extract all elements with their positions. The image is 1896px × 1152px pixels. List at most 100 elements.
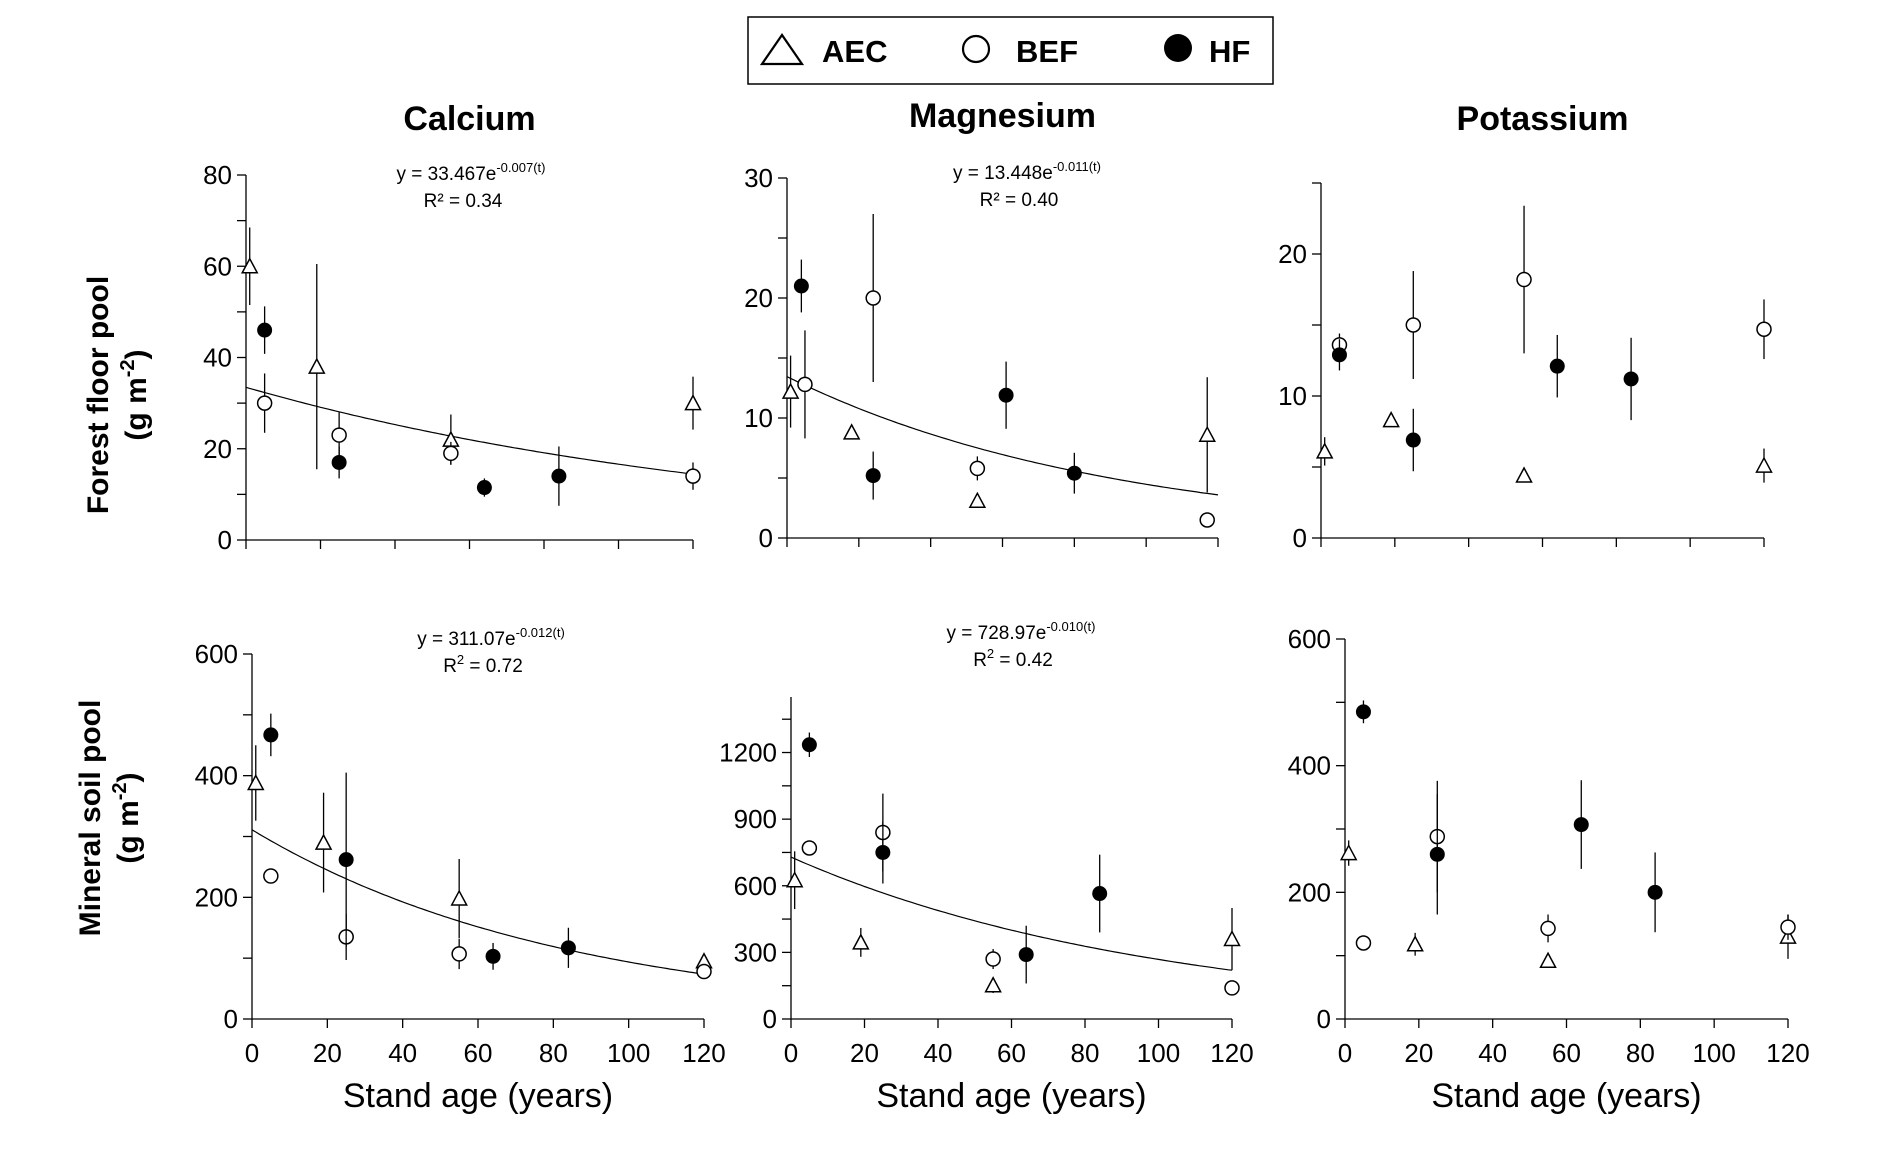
point-aec xyxy=(1198,425,1216,443)
point-hf xyxy=(1092,886,1108,902)
point-aec xyxy=(984,976,1002,993)
point-bef xyxy=(1780,919,1796,935)
point-bef xyxy=(685,468,701,484)
legend-label-bef: BEF xyxy=(1016,34,1078,69)
y-tick-label: 200 xyxy=(195,882,238,912)
y-tick-label: 0 xyxy=(759,523,773,553)
series-hf xyxy=(1355,700,1663,933)
point-hf xyxy=(560,940,576,956)
y-tick-label: 40 xyxy=(203,343,232,373)
x-axis-label: Stand age (years) xyxy=(343,1077,613,1115)
series-bef xyxy=(797,214,1215,528)
x-tick-label: 100 xyxy=(1692,1038,1735,1068)
point-hf xyxy=(1549,358,1565,374)
y-tick-label: 30 xyxy=(744,163,773,193)
x-tick-label: 100 xyxy=(1137,1038,1180,1068)
point-aec xyxy=(1406,935,1424,952)
point-hf xyxy=(257,322,273,338)
y-tick-label: 0 xyxy=(763,1004,777,1034)
axes xyxy=(778,177,1219,547)
point-hf xyxy=(1405,432,1421,448)
y-tick-label: 900 xyxy=(734,804,777,834)
point-hf xyxy=(331,454,347,470)
point-aec xyxy=(1755,456,1773,473)
x-tick-label: 20 xyxy=(313,1038,342,1068)
axes xyxy=(243,653,705,1028)
x-tick-label: 100 xyxy=(607,1038,650,1068)
x-tick-label: 0 xyxy=(784,1038,798,1068)
point-aec xyxy=(240,257,259,274)
point-hf xyxy=(551,468,567,484)
point-hf xyxy=(263,727,279,743)
point-hf xyxy=(485,948,501,964)
row-label-mineral-soil-line1: Mineral soil pool xyxy=(74,700,107,937)
panels: 0 20 40 60 80 Calcium y = 33.467e-0.007(t) R² =… xyxy=(195,97,1810,1115)
x-tick-label: 120 xyxy=(1766,1038,1809,1068)
x-axis-label: Stand age (years) xyxy=(1431,1077,1701,1115)
fit-curve xyxy=(786,376,1219,496)
series-aec xyxy=(1315,411,1773,483)
point-aec xyxy=(968,491,987,509)
point-aec xyxy=(1339,843,1358,861)
y-tick-label: 20 xyxy=(1278,239,1307,269)
y-tick-label: 0 xyxy=(224,1004,238,1034)
point-aec xyxy=(785,871,804,888)
fit-equation: y = 311.07e-0.012(t) xyxy=(417,625,565,650)
y-tick-label: 600 xyxy=(195,639,238,669)
panel-2: 0 10 20 30 Magnesium y = 13.448e-0.011(t) R² =… xyxy=(744,97,1219,553)
axes xyxy=(1336,638,1789,1028)
y-tick-label: 300 xyxy=(734,937,777,967)
point-aec xyxy=(1539,951,1557,968)
x-tick-label: 20 xyxy=(1404,1038,1433,1068)
point-aec xyxy=(308,357,326,374)
point-bef xyxy=(263,868,279,884)
series-hf xyxy=(793,259,1082,500)
point-hf xyxy=(865,468,881,484)
y-tick-label: 600 xyxy=(734,871,777,901)
row-label-mineral-soil-line2: (g m-2) xyxy=(109,772,145,863)
fit-r-squared: R² = 0.34 xyxy=(424,191,503,212)
point-bef xyxy=(331,427,347,443)
x-tick-label: 40 xyxy=(1478,1038,1507,1068)
x-tick-label: 0 xyxy=(1338,1038,1352,1068)
x-tick-label: 20 xyxy=(850,1038,879,1068)
y-tick-label: 0 xyxy=(218,525,232,555)
series-aec xyxy=(1339,840,1797,968)
y-tick-label: 10 xyxy=(1278,381,1307,411)
point-bef xyxy=(256,395,273,411)
point-aec xyxy=(1223,929,1241,947)
point-aec xyxy=(684,394,702,411)
legend-open-circle-marker xyxy=(961,34,991,64)
point-hf xyxy=(793,278,809,294)
y-tick-label: 1200 xyxy=(719,738,777,768)
point-hf xyxy=(1331,347,1347,363)
panel-5: 0 300 600 900 1200 0 20 40 60 80 100 120 Stand age (… xyxy=(719,619,1254,1115)
y-tick-label: 20 xyxy=(744,283,773,313)
series-bef xyxy=(256,373,701,490)
panel-title: Calcium xyxy=(403,100,535,138)
point-aec xyxy=(781,382,800,399)
panel-4: 0 200 400 600 0 20 40 60 80 100 120 Stand age (year… xyxy=(195,625,726,1115)
point-bef xyxy=(969,460,986,477)
y-tick-label: 400 xyxy=(195,761,238,791)
x-tick-label: 60 xyxy=(997,1038,1026,1068)
y-tick-label: 80 xyxy=(203,160,232,190)
axes xyxy=(782,697,1233,1028)
legend-triangle-marker xyxy=(759,33,805,66)
point-hf xyxy=(1623,371,1639,387)
legend-label-aec: AEC xyxy=(822,34,887,69)
fit-equation: y = 13.448e-0.011(t) xyxy=(953,159,1101,184)
point-bef xyxy=(801,840,818,856)
point-hf xyxy=(338,852,354,868)
fit-r-squared: R² = 0.40 xyxy=(980,190,1059,211)
x-tick-label: 60 xyxy=(1552,1038,1581,1068)
x-tick-label: 120 xyxy=(1210,1038,1253,1068)
x-tick-label: 80 xyxy=(1626,1038,1655,1068)
y-tick-label: 400 xyxy=(1288,751,1331,781)
series-aec xyxy=(247,745,713,969)
point-aec xyxy=(1315,442,1334,459)
point-aec xyxy=(1382,411,1400,428)
point-hf xyxy=(998,387,1014,403)
series-bef xyxy=(263,868,712,980)
point-bef xyxy=(985,951,1001,967)
